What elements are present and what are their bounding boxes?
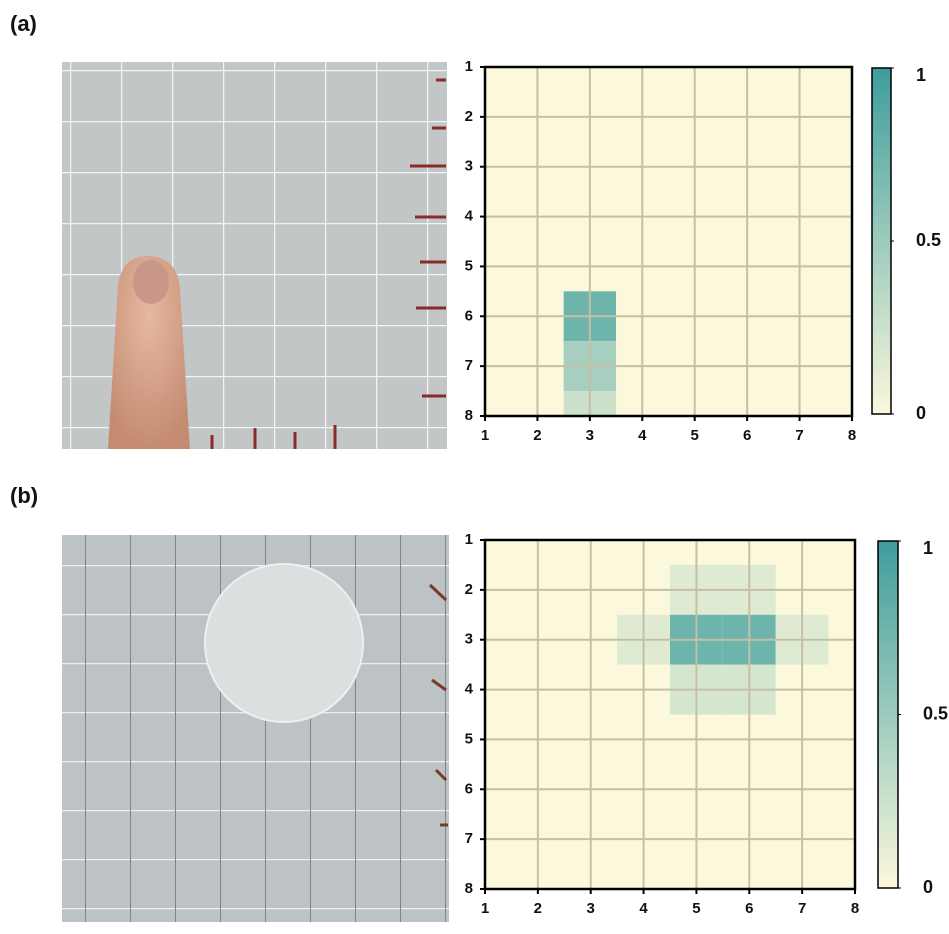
y-tick-label: 6 [465, 780, 473, 797]
x-tick-label: 7 [795, 427, 803, 444]
photo-disc [62, 535, 449, 922]
colorbar-tick-label: 0 [923, 877, 933, 897]
y-tick-label: 8 [465, 407, 473, 424]
x-tick-label: 4 [638, 427, 647, 444]
colorbar [878, 541, 898, 888]
x-tick-label: 2 [533, 427, 541, 444]
panel-label: (a) [10, 11, 37, 36]
y-tick-label: 5 [465, 257, 473, 274]
x-tick-label: 7 [798, 900, 806, 917]
y-tick-label: 6 [465, 307, 473, 324]
cells [459, 42, 878, 441]
y-tick-label: 8 [465, 880, 473, 897]
figure: (a)123456781234567800.51(b)1234567812345… [0, 0, 949, 929]
x-tick-label: 1 [481, 900, 489, 917]
y-tick-label: 5 [465, 730, 473, 747]
cells [459, 515, 882, 914]
y-tick-label: 3 [465, 158, 473, 175]
y-tick-label: 4 [465, 208, 474, 225]
x-tick-label: 2 [534, 900, 542, 917]
x-tick-label: 4 [639, 900, 648, 917]
colorbar [872, 68, 891, 414]
y-tick-label: 7 [465, 357, 473, 374]
colorbar-tick-label: 0.5 [916, 230, 941, 250]
x-tick-label: 6 [743, 427, 751, 444]
colorbar-tick-label: 1 [916, 65, 926, 85]
x-tick-label: 3 [587, 900, 595, 917]
y-tick-label: 7 [465, 830, 473, 847]
colorbar-tick-label: 0.5 [923, 703, 948, 723]
x-tick-label: 8 [851, 900, 859, 917]
x-tick-label: 5 [692, 900, 700, 917]
x-tick-label: 1 [481, 427, 489, 444]
y-tick-label: 2 [465, 108, 473, 125]
y-tick-label: 2 [465, 581, 473, 598]
photo-finger [62, 62, 447, 449]
colorbar-tick-label: 1 [923, 538, 933, 558]
x-tick-label: 8 [848, 427, 856, 444]
x-tick-label: 6 [745, 900, 753, 917]
x-tick-label: 5 [691, 427, 699, 444]
y-tick-label: 4 [465, 681, 474, 698]
colorbar-tick-label: 0 [916, 403, 926, 423]
x-tick-label: 3 [586, 427, 594, 444]
y-tick-label: 1 [465, 531, 473, 548]
y-tick-label: 1 [465, 58, 473, 75]
y-tick-label: 3 [465, 631, 473, 648]
panel-label: (b) [10, 483, 38, 508]
